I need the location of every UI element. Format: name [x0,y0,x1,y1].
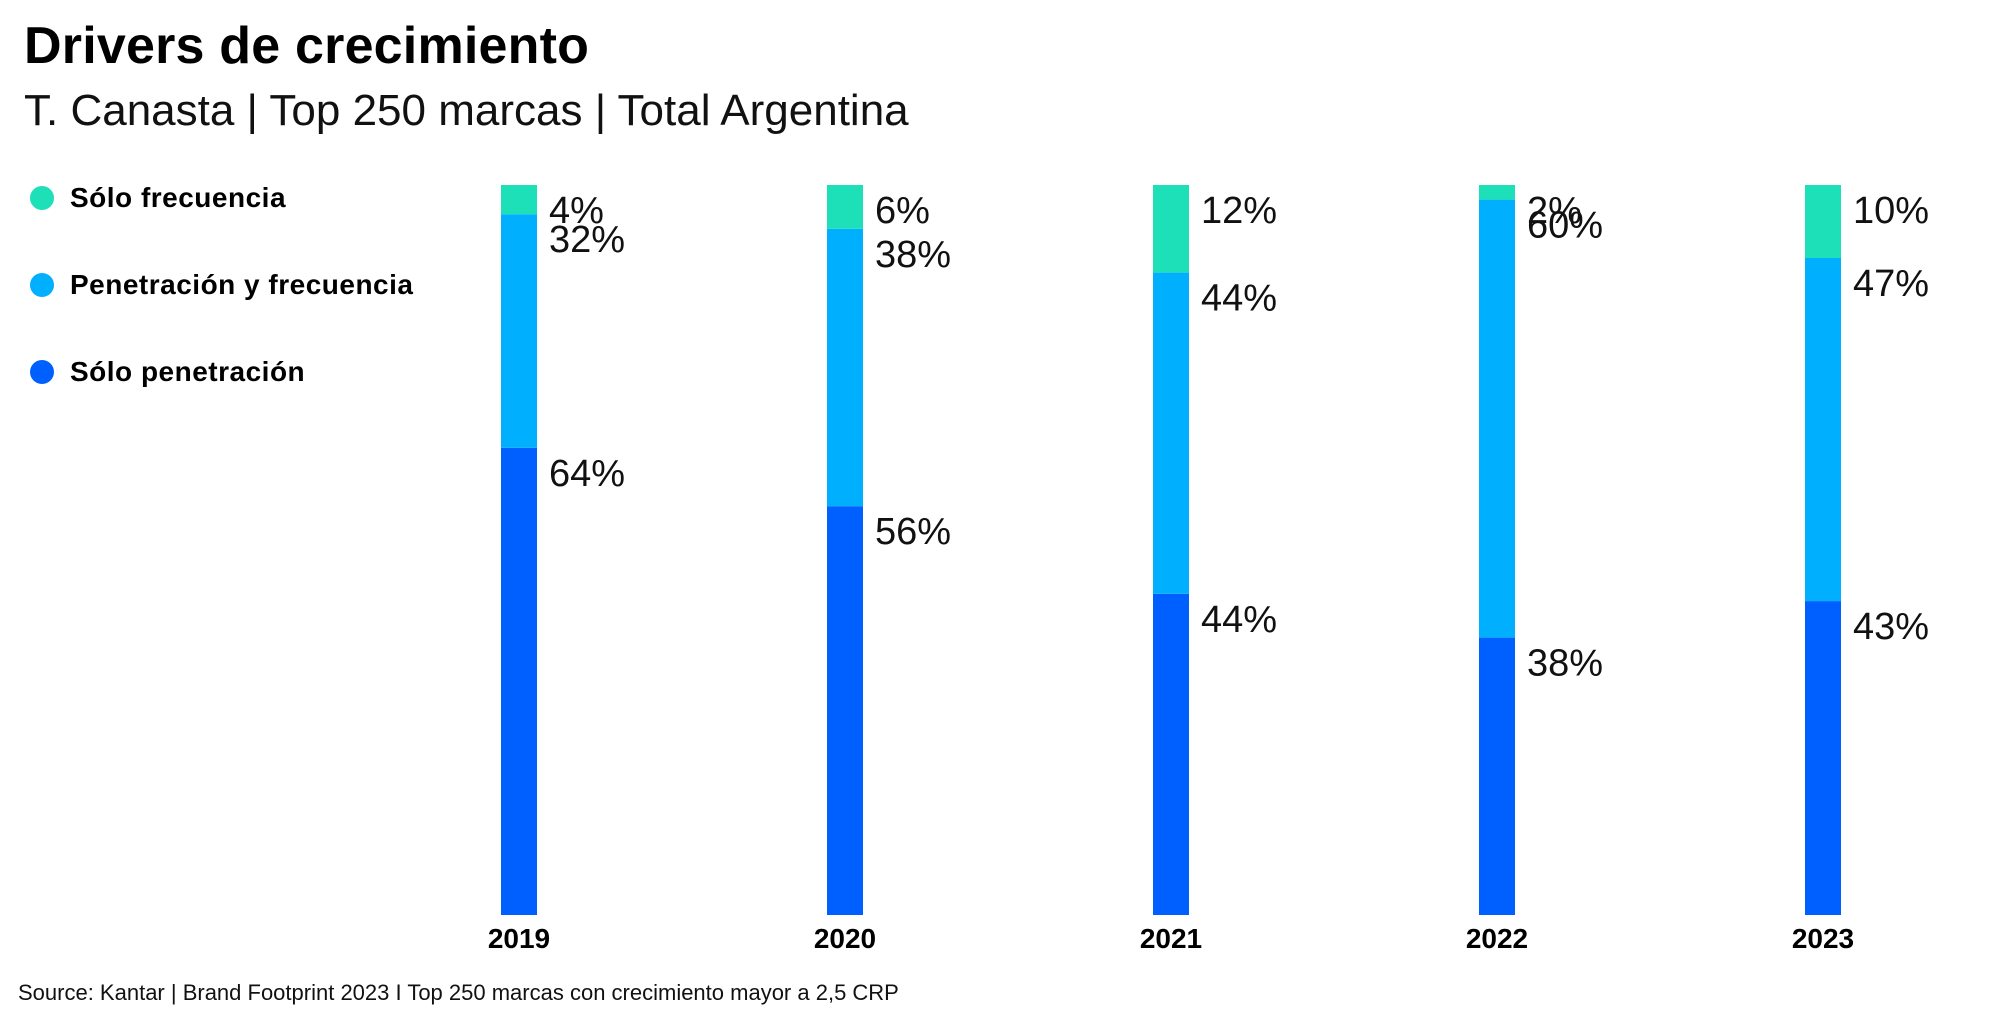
data-label-2022-2: 2% [1527,190,1582,232]
data-label-2022-1: 60% [1527,205,1603,247]
data-label-2020-1: 38% [875,234,951,276]
data-label-2021-1: 44% [1201,278,1277,320]
bar-segment-2022-0 [1479,637,1515,915]
legend-label-solo-frecuencia: Sólo frecuencia [70,182,287,213]
bar-segment-2019-2 [501,185,537,215]
chart-title: Drivers de crecimiento [24,17,590,75]
data-label-2020-2: 6% [875,190,930,232]
legend-label-penetracion-y-frecuencia: Penetración y frecuencia [70,269,414,300]
x-tick-label-2020: 2020 [814,923,876,954]
bar-segment-2022-2 [1479,185,1515,200]
bar-segment-2022-1 [1479,199,1515,638]
data-label-2019-2: 4% [549,190,604,232]
x-tick-label-2023: 2023 [1792,923,1854,954]
x-tick-label-2021: 2021 [1140,923,1202,954]
bar-segment-2021-1 [1153,272,1189,594]
data-label-2022-0: 38% [1527,643,1603,685]
x-tick-label-2019: 2019 [488,923,550,954]
legend-item-solo-penetracion: Sólo penetración [30,352,305,392]
source-note: Source: Kantar | Brand Footprint 2023 I … [18,980,899,1005]
data-label-2021-2: 12% [1201,190,1277,232]
legend-swatch-solo-penetracion [30,360,54,384]
bar-segment-2020-2 [827,185,863,229]
data-label-2023-1: 47% [1853,263,1929,305]
legend-swatch-solo-frecuencia [30,186,54,210]
bar-segment-2019-0 [501,447,537,915]
bar-segment-2023-0 [1805,601,1841,915]
chart-subtitle: T. Canasta | Top 250 marcas | Total Arge… [24,86,909,135]
bar-segment-2021-2 [1153,185,1189,273]
data-label-2021-0: 44% [1201,599,1277,641]
data-label-2023-0: 43% [1853,606,1929,648]
data-label-2023-2: 10% [1853,190,1929,232]
legend-swatch-penetracion-y-frecuencia [30,273,54,297]
legend-item-penetracion-y-frecuencia: Penetración y frecuencia [30,265,413,305]
bar-segment-2021-0 [1153,593,1189,915]
bar-segment-2023-1 [1805,258,1841,602]
bar-segment-2023-2 [1805,185,1841,258]
x-tick-label-2022: 2022 [1466,923,1528,954]
bar-segment-2019-1 [501,214,537,448]
legend-item-solo-frecuencia: Sólo frecuencia [30,178,286,218]
data-label-2020-0: 56% [875,511,951,553]
bar-segment-2020-1 [827,228,863,507]
legend-label-solo-penetracion: Sólo penetración [70,356,306,387]
data-label-2019-0: 64% [549,453,625,495]
bar-segment-2020-0 [827,506,863,915]
data-label-2019-1: 32% [549,219,625,261]
